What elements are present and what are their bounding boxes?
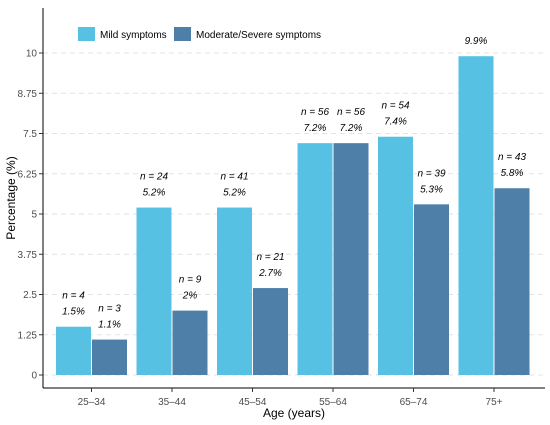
axes — [42, 8, 545, 389]
bar-n-label: n = 43 — [498, 152, 527, 163]
y-tick-label: 6.25 — [18, 169, 38, 180]
bar-moderate-severe — [414, 204, 449, 375]
bar-n-label: n = 9 — [179, 275, 202, 286]
bar-labels: 1.5% n = 4 1.1% n = 3 5.2% n = 24 2% n = 9 5.2% n… — [62, 36, 526, 330]
bar-mild — [297, 143, 333, 375]
bar-mild — [217, 207, 252, 375]
bar-n-label: n = 41 — [220, 172, 248, 183]
bar-percent-label: 7.2% — [340, 123, 363, 134]
bar-percent-label: 5.2% — [143, 188, 166, 199]
bar-n-label: n = 24 — [140, 172, 169, 183]
bar-percent-label: 2% — [182, 291, 198, 302]
legend-swatch-moderate-severe — [174, 27, 191, 41]
y-tick-label: 8.75 — [18, 89, 38, 100]
ticks: 0 1.25 2.5 3.75 5 6.25 7.5 8.75 10 25–34 35–44 45–5… — [18, 49, 503, 409]
bar-n-label: n = 54 — [381, 101, 410, 112]
legend-label-mild: Mild symptoms — [100, 30, 167, 41]
bar-moderate-severe — [494, 188, 530, 375]
x-tick-label: 75+ — [486, 397, 503, 408]
bar-n-label: n = 3 — [98, 304, 121, 315]
bar-mild — [56, 326, 91, 375]
x-tick-label: 35–44 — [158, 397, 186, 408]
bar-percent-label: 1.1% — [98, 320, 121, 331]
bar-moderate-severe — [333, 143, 369, 375]
bar-percent-label: 5.3% — [420, 184, 443, 195]
bar-mild — [458, 56, 494, 375]
bar-percent-label: 7.2% — [304, 123, 327, 134]
bars — [56, 56, 530, 375]
bar-percent-label: 9.9% — [465, 36, 488, 47]
y-axis-title: Percentage (%) — [4, 156, 18, 239]
y-tick-label: 7.5 — [23, 129, 37, 140]
y-tick-label: 5 — [31, 210, 37, 221]
bar-percent-label: 1.5% — [62, 307, 85, 318]
x-tick-label: 55–64 — [319, 397, 347, 408]
bar-percent-label: 5.8% — [501, 168, 524, 179]
y-tick-label: 2.5 — [23, 290, 37, 301]
bar-mild — [136, 207, 172, 375]
bar-n-label: n = 21 — [256, 252, 284, 263]
bar-percent-label: 7.4% — [384, 117, 407, 128]
x-tick-label: 25–34 — [78, 397, 106, 408]
legend-swatch-mild — [78, 27, 95, 41]
bar-percent-label: 5.2% — [223, 188, 246, 199]
bar-percent-label: 2.7% — [258, 268, 282, 279]
legend-label-moderate-severe: Moderate/Severe symptoms — [196, 30, 321, 41]
x-axis-title: Age (years) — [263, 406, 325, 420]
x-tick-label: 65–74 — [400, 397, 428, 408]
y-tick-label: 3.75 — [18, 250, 38, 261]
bar-moderate-severe — [172, 310, 208, 375]
bar-mild — [378, 136, 413, 375]
y-tick-label: 1.25 — [18, 330, 38, 341]
bar-n-label: n = 56 — [337, 107, 366, 118]
y-tick-label: 0 — [31, 371, 37, 382]
bar-n-label: n = 56 — [301, 107, 330, 118]
y-tick-label: 10 — [26, 49, 38, 60]
bar-moderate-severe — [92, 339, 127, 375]
legend: Mild symptoms Moderate/Severe symptoms — [78, 27, 321, 41]
x-tick-label: 45–54 — [239, 397, 267, 408]
bar-n-label: n = 39 — [417, 168, 446, 179]
bar-n-label: n = 4 — [62, 291, 85, 302]
bar-moderate-severe — [253, 288, 288, 375]
